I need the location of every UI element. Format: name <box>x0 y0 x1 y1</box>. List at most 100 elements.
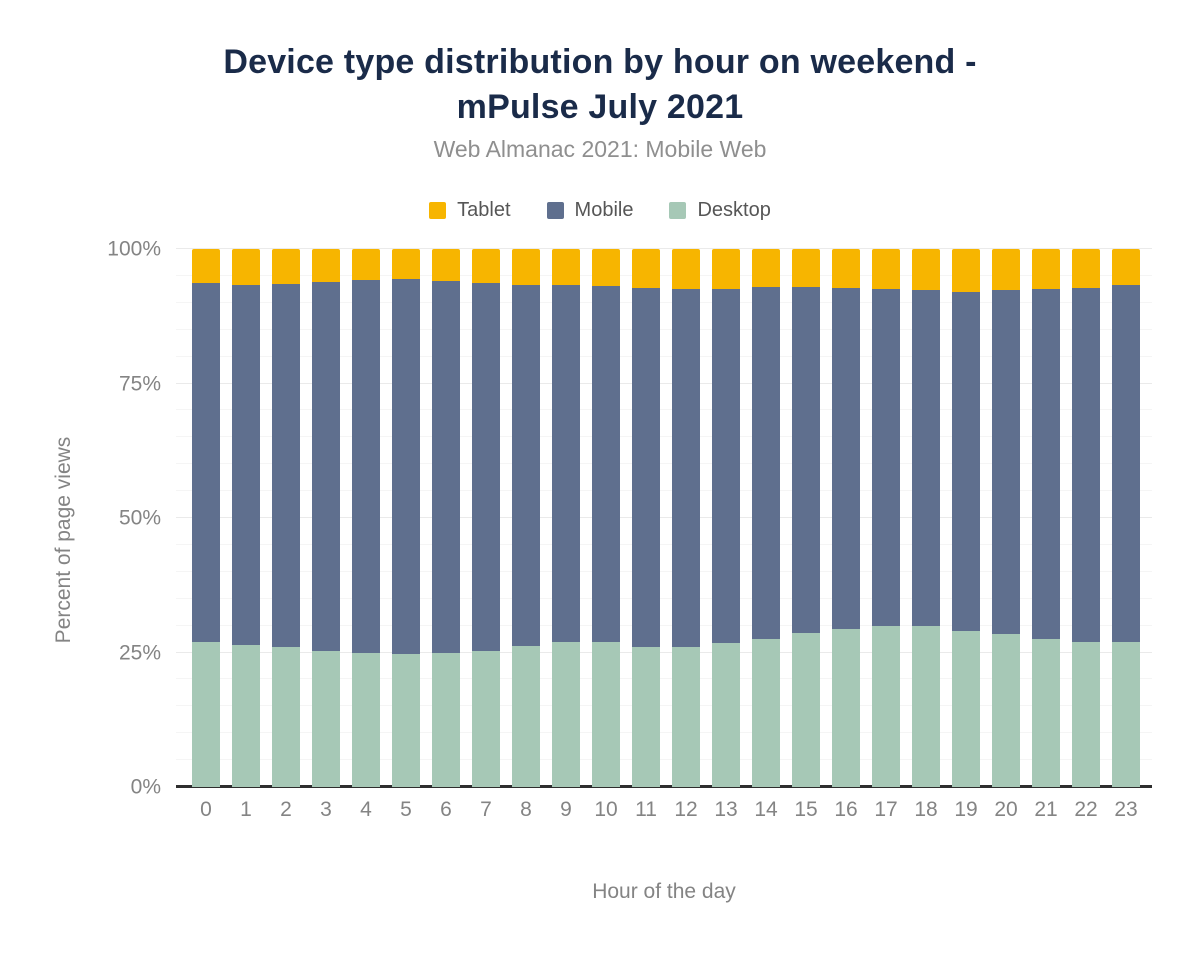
x-tick-label-3: 3 <box>320 798 332 821</box>
segment-mobile-hour-11 <box>632 287 660 647</box>
gridline-60 <box>176 463 1152 465</box>
x-tick-label-10: 10 <box>594 798 618 821</box>
plot-area: 0% 25% 50% 75% 100% 0 1 2 3 4 5 6 7 8 9 10 11 12 13 14 15 16 1… <box>107 239 1152 821</box>
segment-desktop-hour-4 <box>352 653 380 787</box>
bar-hour-22 <box>1072 249 1100 787</box>
x-axis-line <box>176 785 1152 788</box>
bar-hour-15 <box>792 249 820 787</box>
segment-desktop-hour-7 <box>472 651 500 787</box>
gridline-40 <box>176 570 1152 572</box>
segment-tablet-hour-3 <box>312 249 340 282</box>
segment-desktop-hour-6 <box>432 653 460 787</box>
gridline-25 <box>176 651 1152 653</box>
segment-tablet-hour-19 <box>952 249 980 292</box>
segment-tablet-hour-11 <box>632 249 660 288</box>
gridline-85 <box>176 328 1152 330</box>
gridline-100 <box>176 248 1152 249</box>
segment-tablet-hour-9 <box>552 249 580 286</box>
gridline-30 <box>176 624 1152 626</box>
gridline-20 <box>176 678 1152 680</box>
segment-mobile-hour-20 <box>992 290 1020 635</box>
segment-tablet-hour-0 <box>192 249 220 284</box>
legend-swatch-mobile-icon <box>546 202 564 219</box>
segment-tablet-hour-15 <box>792 249 820 288</box>
y-axis-title: Percent of page views <box>52 436 75 644</box>
segment-tablet-hour-20 <box>992 249 1020 291</box>
segment-mobile-hour-4 <box>352 279 380 654</box>
segment-tablet-hour-18 <box>912 249 940 290</box>
y-tick-label-75: 75% <box>118 372 161 395</box>
segment-tablet-hour-8 <box>512 249 540 286</box>
segment-mobile-hour-21 <box>1032 288 1060 639</box>
segment-desktop-hour-20 <box>992 634 1020 787</box>
segment-mobile-hour-13 <box>712 288 740 644</box>
segment-tablet-hour-12 <box>672 249 700 289</box>
segment-tablet-hour-21 <box>1032 249 1060 289</box>
gridline-35 <box>176 597 1152 599</box>
segment-tablet-hour-16 <box>832 249 860 289</box>
bar-hour-8 <box>512 249 540 787</box>
x-tick-label-13: 13 <box>714 798 738 821</box>
segment-desktop-hour-5 <box>392 654 420 787</box>
y-tick-label-50: 50% <box>118 506 161 530</box>
x-tick-label-7: 7 <box>480 798 492 821</box>
segment-tablet-hour-2 <box>272 249 300 284</box>
bar-hour-21 <box>1032 249 1060 787</box>
y-tick-label-0: 0% <box>130 775 161 799</box>
segment-mobile-hour-10 <box>592 286 620 643</box>
x-tick-label-0: 0 <box>200 798 212 821</box>
bar-hour-11 <box>632 249 660 787</box>
segment-mobile-hour-5 <box>392 279 420 655</box>
x-tick-label-4: 4 <box>360 798 372 821</box>
segment-mobile-hour-12 <box>672 288 700 647</box>
segment-mobile-hour-14 <box>752 286 780 640</box>
segment-desktop-hour-9 <box>552 641 580 787</box>
segment-desktop-hour-8 <box>512 646 540 787</box>
segment-tablet-hour-13 <box>712 249 740 289</box>
x-tick-label-14: 14 <box>754 798 778 821</box>
legend-label-tablet: Tablet <box>457 199 511 221</box>
segment-mobile-hour-16 <box>832 288 860 630</box>
segment-mobile-hour-23 <box>1112 285 1140 642</box>
y-tick-label-25: 25% <box>118 641 161 664</box>
segment-tablet-hour-5 <box>392 249 420 280</box>
gridline-95 <box>176 274 1152 276</box>
bar-hour-16 <box>832 249 860 787</box>
chart-title: Device type distribution by hour on week… <box>223 43 977 126</box>
segment-desktop-hour-11 <box>632 646 660 787</box>
bar-hour-6 <box>432 249 460 787</box>
bar-hour-1 <box>232 249 260 787</box>
bar-hour-19 <box>952 249 980 787</box>
gridline-10 <box>176 732 1152 734</box>
x-tick-label-22: 22 <box>1074 798 1098 821</box>
segment-desktop-hour-22 <box>1072 641 1100 787</box>
x-tick-label-1: 1 <box>240 798 252 821</box>
segment-mobile-hour-1 <box>232 285 260 645</box>
x-tick-label-8: 8 <box>520 798 532 821</box>
x-tick-label-15: 15 <box>794 798 818 821</box>
segment-desktop-hour-18 <box>912 626 940 787</box>
gridline-50 <box>176 517 1152 518</box>
segment-tablet-hour-6 <box>432 249 460 282</box>
bar-hour-2 <box>272 249 300 787</box>
x-tick-label-11: 11 <box>635 798 657 821</box>
segment-desktop-hour-14 <box>752 639 780 787</box>
chart-subtitle: Web Almanac 2021: Mobile Web <box>433 136 767 162</box>
x-axis-title: Hour of the day <box>592 880 736 903</box>
bar-hour-7 <box>472 249 500 787</box>
gridline-90 <box>176 301 1152 303</box>
segment-desktop-hour-0 <box>192 641 220 787</box>
segment-mobile-hour-2 <box>272 283 300 647</box>
gridline-70 <box>176 409 1152 411</box>
bar-hour-17 <box>872 249 900 787</box>
segment-desktop-hour-3 <box>312 650 340 787</box>
bar-hour-18 <box>912 249 940 787</box>
bar-hour-14 <box>752 249 780 787</box>
x-tick-label-23: 23 <box>1114 798 1138 821</box>
legend-swatch-desktop-icon <box>669 202 687 219</box>
x-tick-label-21: 21 <box>1034 798 1058 821</box>
segment-desktop-hour-12 <box>672 646 700 787</box>
segment-desktop-hour-16 <box>832 629 860 787</box>
segment-desktop-hour-15 <box>792 633 820 787</box>
y-tick-label-100: 100% <box>107 237 161 261</box>
